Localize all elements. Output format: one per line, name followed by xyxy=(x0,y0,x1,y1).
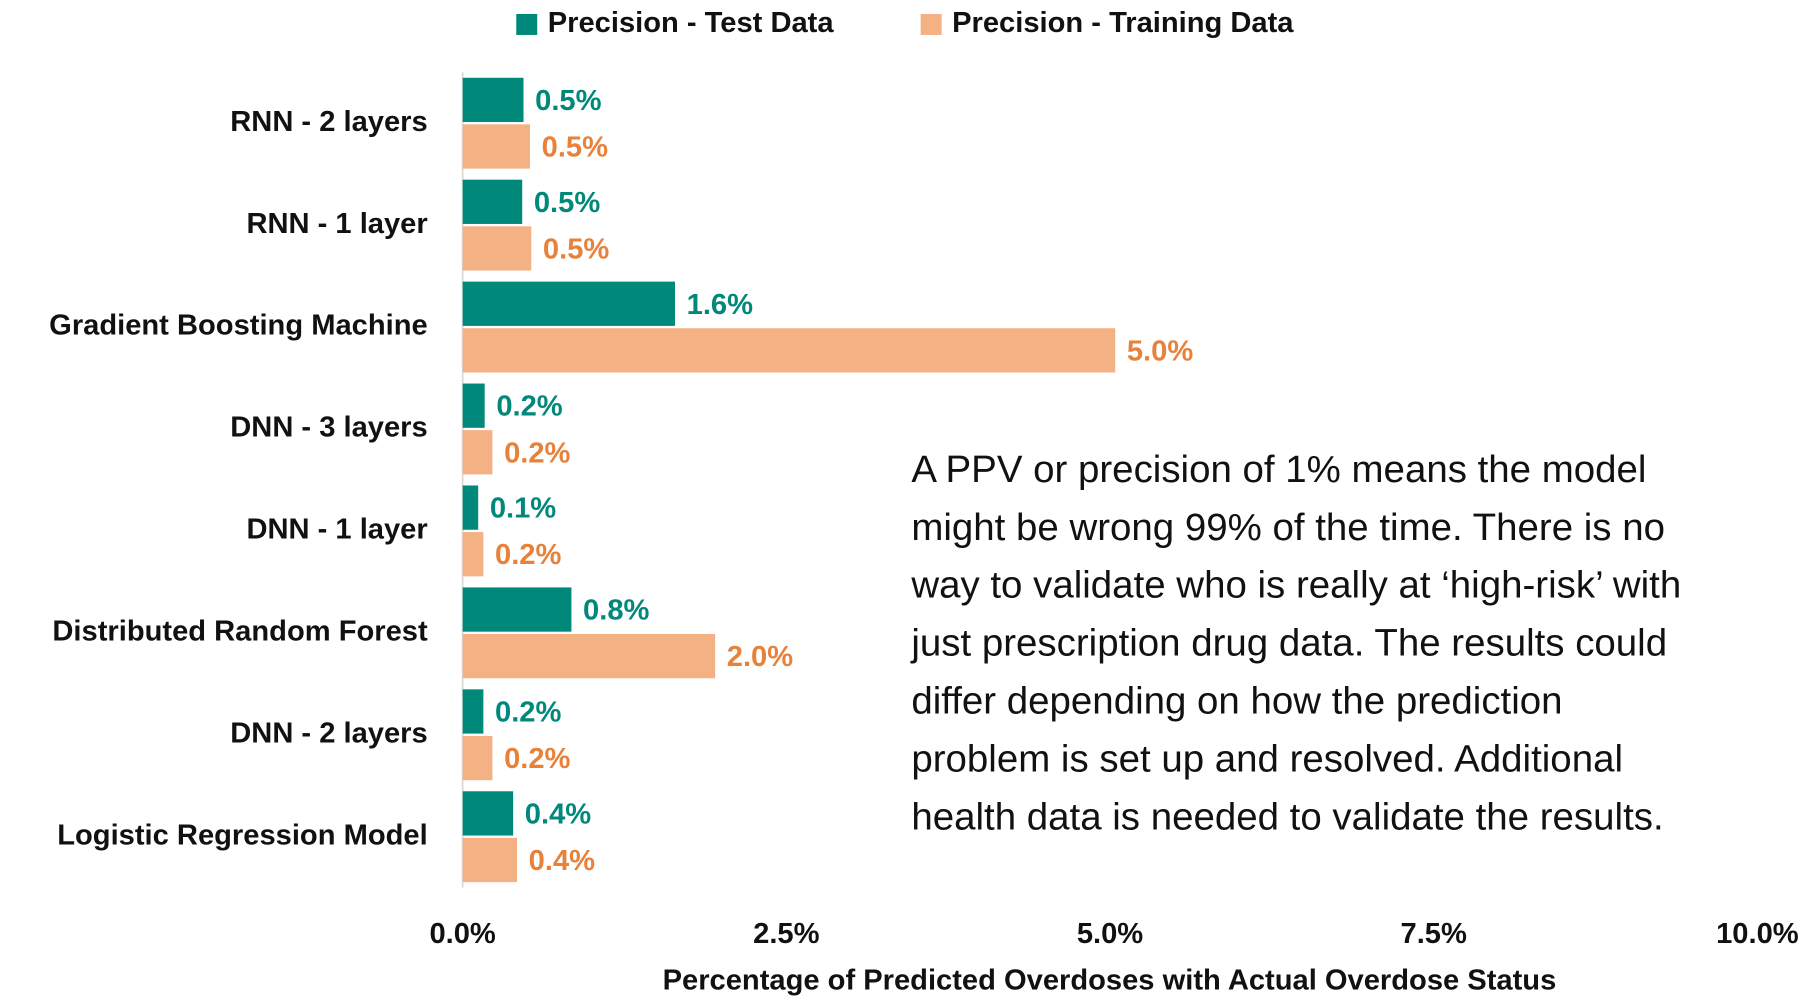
y-tick-label: RNN - 1 layer xyxy=(246,208,427,240)
data-label: 0.2% xyxy=(496,391,562,423)
legend-label: Precision - Test Data xyxy=(548,7,835,39)
bar xyxy=(462,735,493,781)
bar xyxy=(462,634,716,679)
data-label: 0.5% xyxy=(535,85,601,117)
bar xyxy=(462,689,484,734)
x-tick-label: 5.0% xyxy=(1077,918,1143,950)
data-label: 0.8% xyxy=(583,595,649,627)
y-tick-label: Gradient Boosting Machine xyxy=(49,310,428,342)
bar xyxy=(462,179,523,224)
y-tick-label: DNN - 3 layers xyxy=(230,412,427,444)
bar xyxy=(462,485,479,530)
data-label: 0.5% xyxy=(534,187,600,219)
x-tick-label: 10.0% xyxy=(1716,918,1799,950)
data-label: 2.0% xyxy=(727,641,793,673)
data-label: 0.5% xyxy=(543,233,609,265)
y-tick-label: DNN - 1 layer xyxy=(246,514,427,546)
legend-label: Precision - Training Data xyxy=(952,7,1294,39)
y-tick-label: DNN - 2 layers xyxy=(230,717,427,749)
bar xyxy=(462,328,1116,373)
x-axis-title: Percentage of Predicted Overdoses with A… xyxy=(663,965,1557,996)
data-label: 0.1% xyxy=(490,493,556,525)
data-label: 0.2% xyxy=(504,437,570,469)
y-tick-label: Distributed Random Forest xyxy=(52,616,428,648)
annotation-line: differ depending on how the prediction xyxy=(911,680,1562,723)
bar xyxy=(462,837,518,883)
annotation-line: just prescription drug data. The results… xyxy=(910,622,1667,665)
bar xyxy=(462,791,514,836)
bar xyxy=(462,587,572,632)
bar xyxy=(462,281,675,326)
annotation-line: might be wrong 99% of the time. There is… xyxy=(911,506,1665,549)
x-tick-label: 2.5% xyxy=(753,918,819,950)
annotation-line: A PPV or precision of 1% means the model xyxy=(911,448,1646,491)
bar xyxy=(462,430,493,475)
annotation-line: health data is needed to validate the re… xyxy=(911,795,1663,838)
data-label: 0.4% xyxy=(529,845,595,877)
data-label: 5.0% xyxy=(1127,335,1193,367)
data-label: 1.6% xyxy=(687,289,753,321)
bar xyxy=(462,226,532,271)
legend-swatch xyxy=(920,13,942,35)
bar xyxy=(462,124,530,169)
data-label: 0.2% xyxy=(495,539,561,571)
x-tick-label: 0.0% xyxy=(429,918,495,950)
x-tick-label: 7.5% xyxy=(1401,918,1467,950)
annotation-line: problem is set up and resolved. Addition… xyxy=(911,737,1623,780)
bar xyxy=(462,383,485,428)
bar xyxy=(462,532,484,577)
data-label: 0.4% xyxy=(525,798,591,830)
data-label: 0.2% xyxy=(495,696,561,728)
y-tick-label: RNN - 2 layers xyxy=(230,106,427,138)
legend-swatch xyxy=(516,13,538,35)
y-tick-label: Logistic Regression Model xyxy=(57,819,427,851)
annotation-line: way to validate who is really at ‘high-r… xyxy=(910,564,1681,607)
data-label: 0.2% xyxy=(504,743,570,775)
bar xyxy=(462,77,524,123)
data-label: 0.5% xyxy=(542,132,608,164)
